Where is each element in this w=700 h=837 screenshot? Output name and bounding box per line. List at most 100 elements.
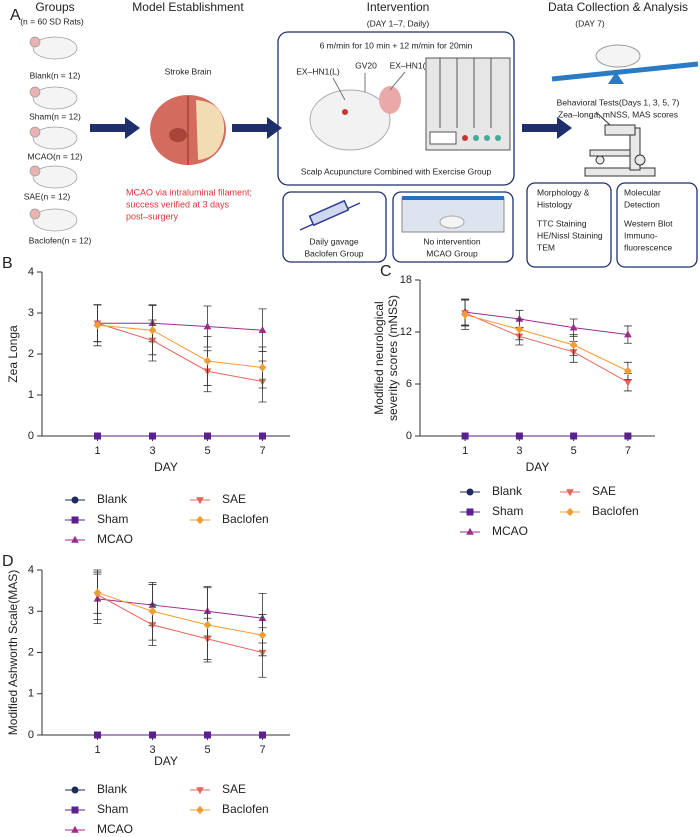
marker (148, 326, 157, 335)
syringe (299, 199, 361, 231)
brain-caption: Stroke Brain (165, 66, 212, 76)
marker (94, 432, 101, 440)
legend-label: Blank (492, 484, 523, 498)
legend-label: Blank (97, 492, 128, 506)
behavior-text: Behavioral Tests(Days 1, 3, 5, 7) (557, 97, 680, 107)
marker (566, 489, 574, 497)
y-tick-label: 3 (28, 307, 34, 319)
marker (196, 497, 204, 505)
rat (595, 44, 641, 68)
acupoint: EX–HN1(R) (390, 60, 435, 70)
box-item: Western Blot (624, 218, 673, 228)
panel-a: A Groups (n = 60 SD Rats) Blank(n = 12) … (10, 0, 699, 268)
y-tick-label: 6 (406, 378, 412, 390)
marker (466, 488, 474, 496)
box-item: fluorescence (624, 242, 672, 252)
x-axis-label: DAY (154, 754, 178, 768)
cage-lid (402, 196, 504, 200)
y-tick-label: 2 (28, 646, 34, 658)
marker (466, 527, 474, 535)
box-item: Immuno- (624, 230, 658, 240)
rotarod (551, 61, 699, 82)
box-item: HE/Nissl Staining (537, 230, 603, 240)
group-label: Sham(n = 12) (29, 111, 81, 121)
marker (93, 321, 102, 330)
panel-label: D (2, 553, 14, 570)
marker (94, 731, 101, 739)
legend-label: Baclofen (222, 512, 269, 526)
y-tick-label: 18 (400, 274, 412, 286)
mcao-box (392, 191, 514, 263)
y-tick-label: 1 (28, 389, 34, 401)
morphology-box (526, 182, 612, 268)
panel-label: C (380, 263, 392, 280)
legend-label: Sham (97, 512, 128, 526)
x-tick-label: 7 (259, 445, 265, 457)
marker (203, 322, 212, 330)
x-axis-label: DAY (154, 460, 178, 474)
y-tick-label: 0 (28, 430, 34, 442)
y-tick-label: 0 (406, 430, 412, 442)
marker (259, 432, 266, 440)
model-title: Model Establishment (132, 0, 244, 14)
marker (515, 314, 524, 322)
legend-label: Baclofen (222, 802, 269, 816)
marker (569, 340, 578, 350)
marker (204, 731, 211, 739)
rat-head (309, 71, 406, 151)
marker (570, 432, 578, 440)
panel-label: A (10, 7, 21, 24)
y-axis-label: Modified neurological (372, 301, 386, 414)
marker (196, 515, 204, 525)
pivot (608, 72, 624, 84)
marker (258, 630, 267, 640)
marker (196, 805, 204, 815)
y-axis-label: Modified Ashworth Scale(MAS) (6, 570, 20, 735)
x-tick-label: 3 (149, 744, 155, 756)
molecular-box (616, 182, 698, 268)
marker (148, 607, 157, 616)
baclofen-box (282, 191, 387, 263)
behavior-text: Zea–longa, mNSS, MAS scores (558, 109, 678, 119)
legend-label: Baclofen (592, 504, 639, 518)
marker (71, 825, 79, 833)
arrow (522, 117, 572, 139)
y-tick-label: 1 (28, 688, 34, 700)
marker (566, 507, 574, 517)
marker (149, 731, 156, 739)
y-tick-label: 0 (28, 729, 34, 741)
series-line (464, 312, 629, 383)
intervention-subtitle: (DAY 1–7, Daily) (367, 18, 430, 28)
marker (624, 366, 632, 376)
box-heading: Detection (624, 199, 660, 209)
marker (569, 323, 578, 331)
y-tick-label: 4 (28, 564, 34, 576)
series-line (97, 322, 263, 331)
intervention-box (277, 31, 515, 186)
brain (150, 95, 226, 165)
x-tick-label: 3 (149, 445, 155, 457)
marker (71, 496, 79, 504)
group-label: MCAO(n = 12) (27, 151, 82, 161)
marker (71, 516, 79, 524)
intervention-title: Intervention (367, 0, 430, 14)
marker (624, 379, 632, 387)
group-label: Baclofen(n = 12) (29, 235, 92, 245)
marker (624, 432, 632, 440)
box-heading: Histology (537, 199, 573, 209)
marker (461, 310, 469, 319)
marker (258, 363, 267, 372)
x-tick-label: 5 (204, 744, 210, 756)
groups-title: Groups (35, 0, 74, 14)
intervention-caption: Scalp Acupuncture Combined with Exercise… (301, 166, 492, 176)
series-line (97, 324, 263, 369)
marker (203, 356, 212, 366)
model-note: MCAO via intraluminal filament; (126, 187, 252, 197)
marker (93, 588, 102, 597)
y-tick-label: 2 (28, 348, 34, 360)
x-tick-label: 5 (204, 445, 210, 457)
marker (71, 535, 79, 543)
groups-subtitle: (n = 60 SD Rats) (20, 16, 84, 26)
analysis-title: Data Collection & Analysis (548, 0, 688, 14)
